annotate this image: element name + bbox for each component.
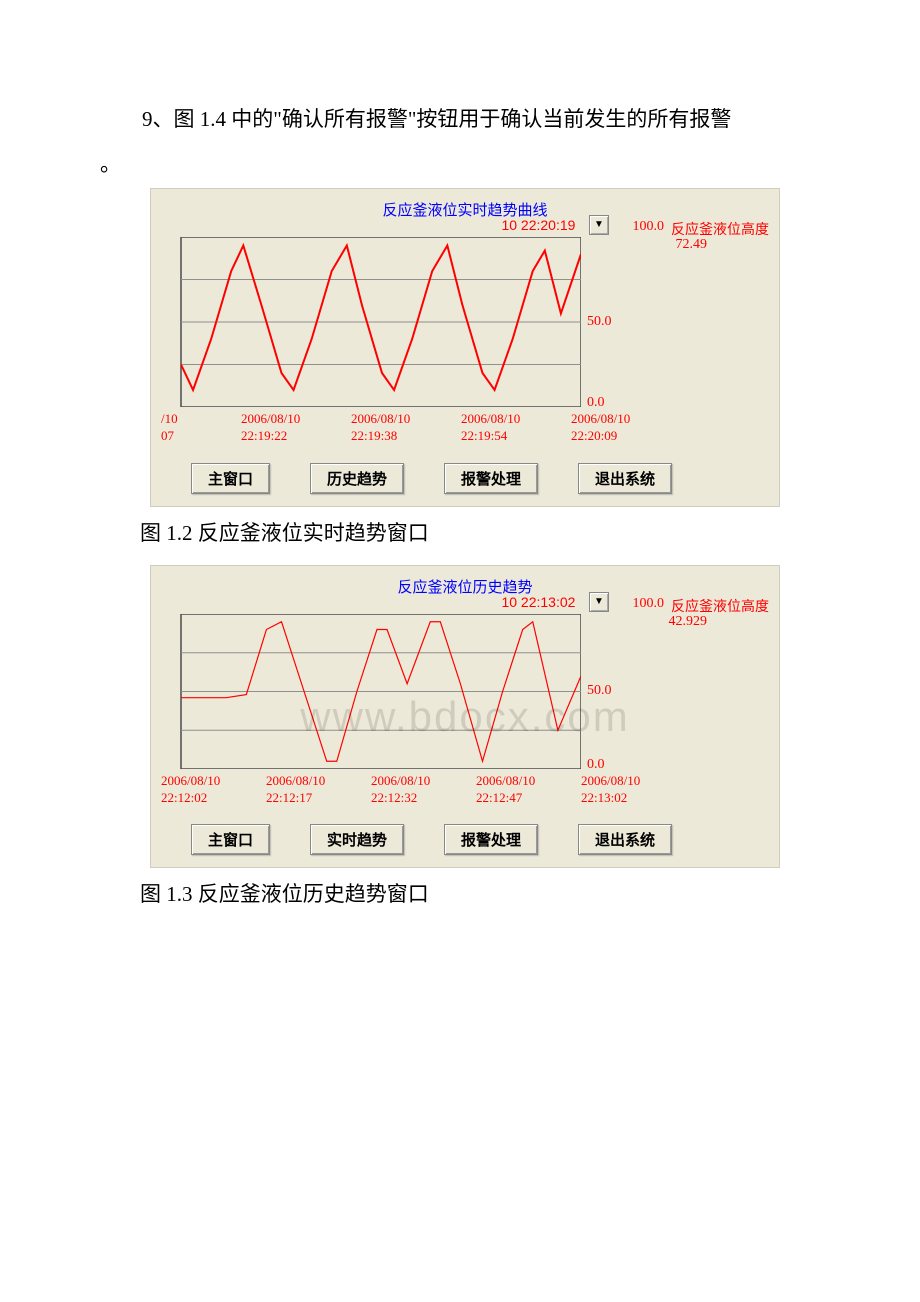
y-tick-100: 100.0	[633, 596, 665, 612]
chart-history-panel: 反应釜液位历史趋势 10 22:13:02 ▼ 100.0 反应釜液位高度 42…	[150, 565, 780, 869]
figure-caption-1-2: 图 1.2 反应釜液位实时趋势窗口	[140, 517, 820, 547]
paragraph-period: 。	[100, 148, 820, 178]
x-tick-label: 2006/08/10 22:12:32	[371, 773, 476, 807]
trend-plot	[161, 237, 581, 407]
legend-label: 反应釜液位高度	[671, 219, 769, 239]
y-tick-100: 100.0	[633, 219, 665, 235]
exit-button[interactable]: 退出系统	[578, 824, 672, 855]
trend-plot	[161, 614, 581, 769]
x-tick-label: 2006/08/10 22:19:38	[351, 411, 461, 445]
figure-caption-1-3: 图 1.3 反应釜液位历史趋势窗口	[140, 878, 820, 908]
x-tick-label: 2006/08/10 22:20:09	[571, 411, 681, 445]
exit-button[interactable]: 退出系统	[578, 463, 672, 494]
x-tick-label: /10 07	[161, 411, 241, 445]
chart-realtime-panel: 反应釜液位实时趋势曲线 10 22:20:19 ▼ 100.0 反应釜液位高度 …	[150, 188, 780, 507]
main-window-button[interactable]: 主窗口	[191, 463, 270, 494]
alarm-button[interactable]: 报警处理	[444, 824, 538, 855]
chevron-down-icon[interactable]: ▼	[589, 215, 609, 235]
y-tick-50: 50.0	[587, 314, 612, 330]
paragraph-9: 9、图 1.4 中的"确认所有报警"按钮用于确认当前发生的所有报警	[100, 100, 820, 140]
x-tick-label: 2006/08/10 22:12:02	[161, 773, 266, 807]
trend-button[interactable]: 实时趋势	[310, 824, 404, 855]
x-axis: 2006/08/10 22:12:022006/08/10 22:12:1720…	[161, 773, 769, 807]
chart-timestamp: 10 22:20:19	[501, 217, 575, 233]
y-tick-0: 0.0	[587, 395, 605, 411]
legend-label: 反应釜液位高度	[671, 596, 769, 616]
main-window-button[interactable]: 主窗口	[191, 824, 270, 855]
y-tick-0: 0.0	[587, 757, 605, 773]
x-axis: /10 072006/08/10 22:19:222006/08/10 22:1…	[161, 411, 769, 445]
button-row: 主窗口 历史趋势 报警处理 退出系统	[161, 463, 769, 494]
chevron-down-icon[interactable]: ▼	[589, 592, 609, 612]
button-row: 主窗口 实时趋势 报警处理 退出系统	[161, 824, 769, 855]
alarm-button[interactable]: 报警处理	[444, 463, 538, 494]
x-tick-label: 2006/08/10 22:12:17	[266, 773, 371, 807]
trend-button[interactable]: 历史趋势	[310, 463, 404, 494]
x-tick-label: 2006/08/10 22:19:22	[241, 411, 351, 445]
x-tick-label: 2006/08/10 22:13:02	[581, 773, 686, 807]
chart-timestamp: 10 22:13:02	[501, 594, 575, 610]
x-tick-label: 2006/08/10 22:19:54	[461, 411, 571, 445]
y-tick-50: 50.0	[587, 683, 612, 699]
x-tick-label: 2006/08/10 22:12:47	[476, 773, 581, 807]
